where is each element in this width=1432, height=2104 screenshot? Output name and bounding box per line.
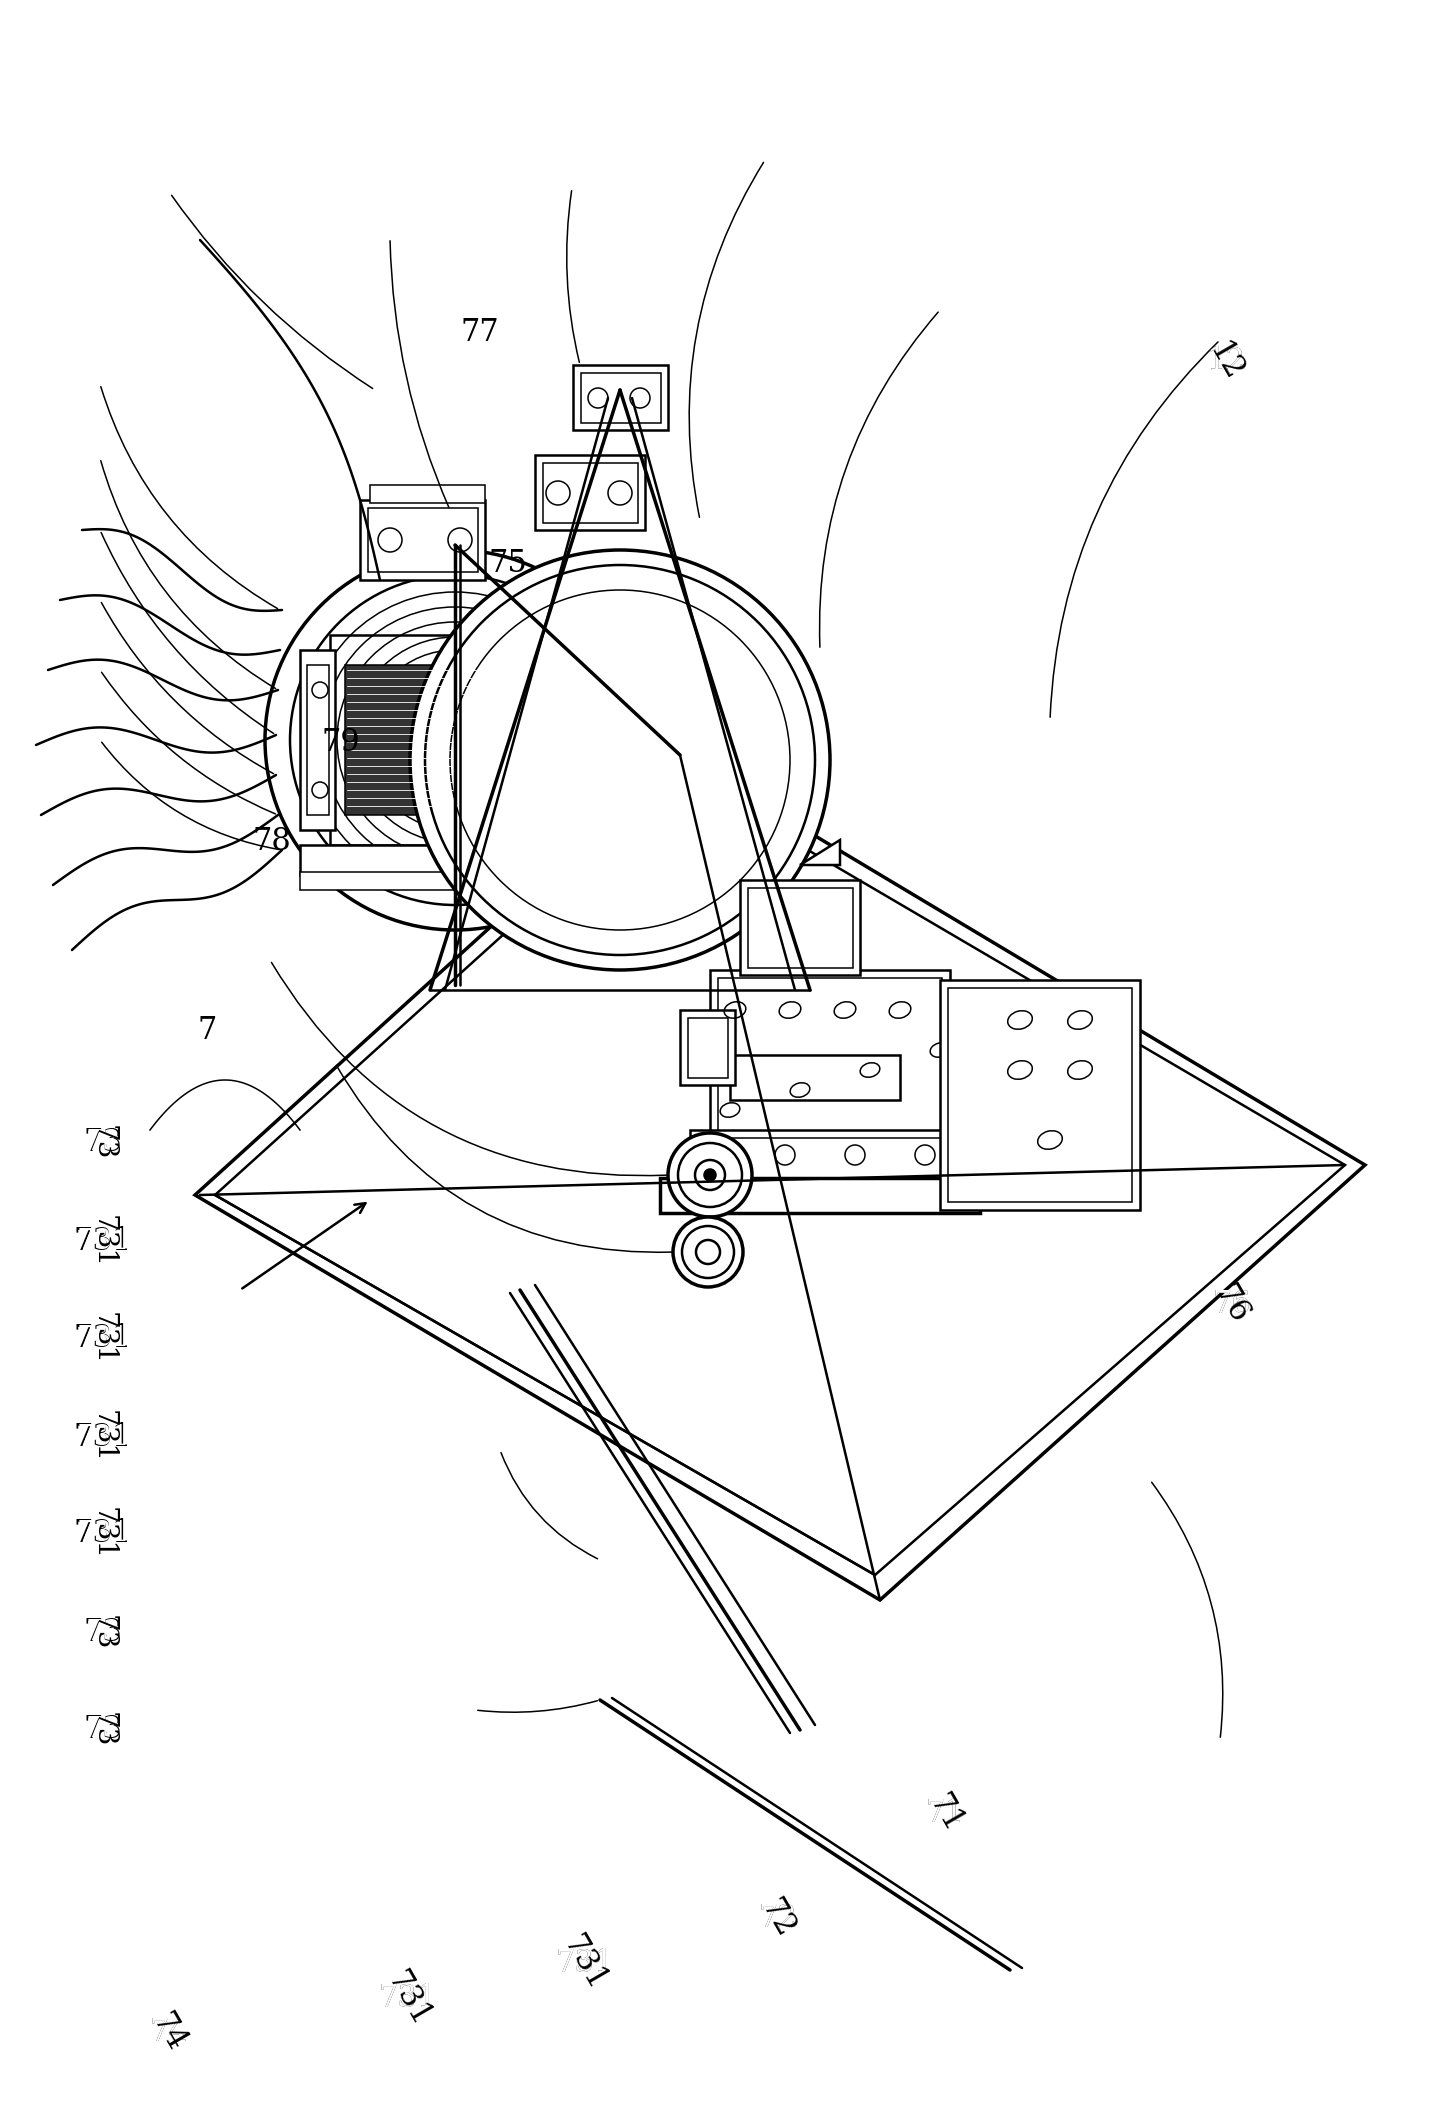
Text: 731: 731 (74, 1519, 132, 1549)
Bar (717, 978, 942, 1132)
Bar (299, 871, 624, 890)
Text: 76: 76 (1211, 1290, 1252, 1319)
Bar (710, 970, 949, 1140)
Text: 731: 731 (90, 1311, 116, 1365)
Text: 71: 71 (925, 1799, 965, 1828)
Text: 731: 731 (74, 1227, 132, 1256)
Text: 731: 731 (379, 1984, 437, 2014)
Text: 73: 73 (83, 1618, 123, 1647)
Text: 73: 73 (83, 1715, 123, 1744)
Bar (299, 650, 335, 829)
Circle shape (667, 1132, 752, 1216)
Text: 73: 73 (90, 1126, 116, 1159)
Bar (543, 463, 639, 524)
Circle shape (400, 686, 510, 795)
Text: 77: 77 (460, 318, 500, 347)
Circle shape (265, 549, 644, 930)
Text: 72: 72 (758, 1904, 798, 1934)
Polygon shape (195, 755, 1365, 1599)
Text: 731: 731 (379, 1965, 437, 2032)
Bar (359, 501, 485, 581)
Text: 731: 731 (556, 1948, 613, 1978)
Text: 71: 71 (922, 1788, 968, 1839)
Text: 731: 731 (76, 1229, 130, 1254)
Bar (740, 879, 861, 974)
Text: 73: 73 (86, 1717, 120, 1742)
Bar (948, 989, 1133, 1201)
Bar (939, 980, 1140, 1210)
Bar (748, 888, 853, 968)
Text: 731: 731 (76, 1326, 130, 1351)
Circle shape (410, 549, 831, 970)
Text: 73: 73 (86, 1620, 120, 1645)
Text: 731: 731 (379, 1984, 437, 2014)
Bar (369, 486, 485, 503)
Circle shape (673, 1216, 743, 1288)
Polygon shape (215, 774, 1345, 1576)
Bar (680, 1010, 735, 1086)
Text: 73: 73 (90, 1713, 116, 1746)
Bar (697, 1138, 962, 1178)
Bar (587, 665, 609, 814)
Polygon shape (800, 839, 841, 865)
Bar (536, 454, 644, 530)
Bar (660, 1178, 979, 1214)
Bar (573, 364, 667, 429)
Text: 76: 76 (1209, 1279, 1254, 1330)
Bar (581, 372, 662, 423)
Text: 731: 731 (90, 1506, 116, 1561)
Bar (306, 665, 329, 814)
Text: 76: 76 (1211, 1290, 1252, 1319)
Circle shape (705, 1170, 716, 1180)
Bar (368, 507, 478, 572)
Text: 12: 12 (1206, 347, 1246, 377)
Text: 731: 731 (74, 1323, 132, 1353)
Text: 73: 73 (86, 1130, 120, 1155)
Text: 73: 73 (83, 1128, 123, 1157)
Text: 72: 72 (755, 1894, 800, 1944)
Text: 12: 12 (1206, 347, 1246, 377)
Bar (580, 650, 614, 829)
Bar (690, 1130, 969, 1185)
Text: 74: 74 (146, 2007, 192, 2058)
Bar (687, 1018, 727, 1077)
Text: 73: 73 (90, 1616, 116, 1650)
Text: 12: 12 (1203, 337, 1249, 387)
Bar (329, 635, 596, 846)
Text: 731: 731 (76, 1521, 130, 1546)
Text: 731: 731 (74, 1422, 132, 1452)
Text: 731: 731 (76, 1424, 130, 1450)
Text: 78: 78 (252, 827, 292, 856)
Text: 731: 731 (90, 1214, 116, 1269)
Text: 75: 75 (488, 549, 528, 579)
Text: 731: 731 (90, 1410, 116, 1464)
Text: 74: 74 (150, 2018, 188, 2047)
Text: 7: 7 (198, 1016, 218, 1046)
Text: 731: 731 (556, 1948, 613, 1978)
Bar (345, 665, 480, 814)
Text: 72: 72 (758, 1904, 798, 1934)
Text: 731: 731 (556, 1929, 613, 1997)
Bar (730, 1054, 899, 1100)
Text: 71: 71 (925, 1799, 965, 1828)
Text: 74: 74 (150, 2018, 188, 2047)
Text: 79: 79 (322, 728, 359, 757)
Bar (299, 846, 624, 875)
